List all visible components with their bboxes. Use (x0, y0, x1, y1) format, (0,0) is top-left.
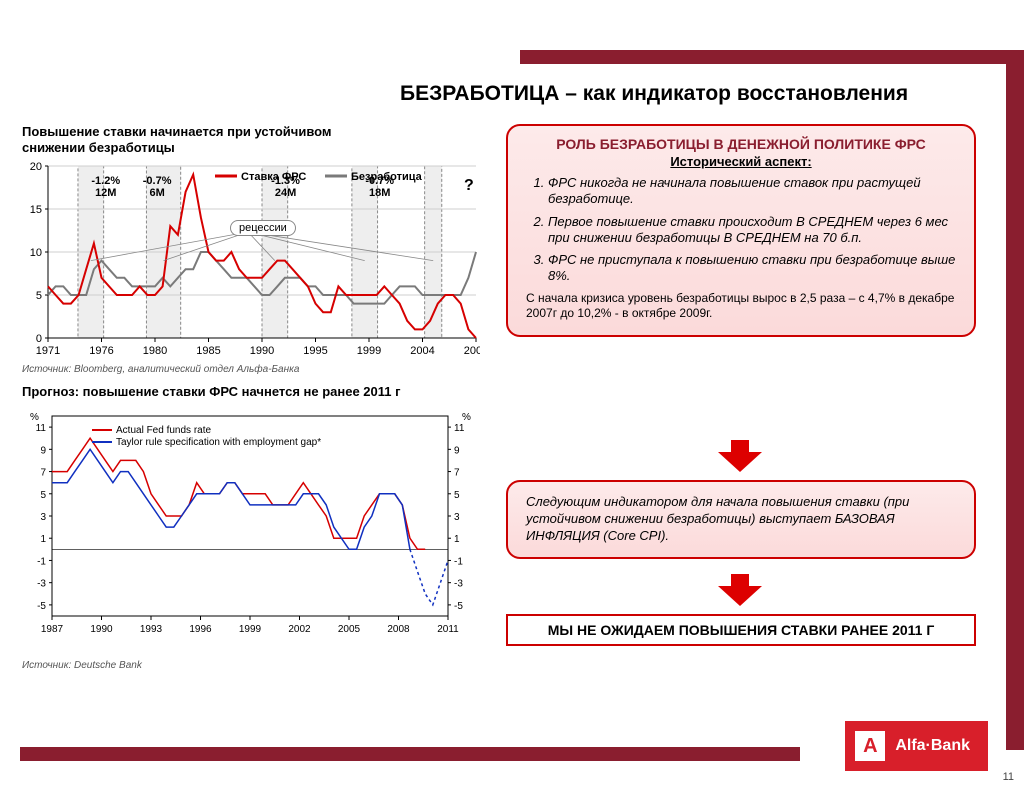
bottom-strip (20, 747, 800, 761)
svg-text:11: 11 (454, 423, 465, 434)
svg-text:12M: 12M (95, 187, 116, 199)
svg-text:5: 5 (454, 490, 460, 501)
box1-item: ФРС не приступала к повышению ставки при… (548, 252, 956, 285)
alfa-bank-logo: A Alfa·Bank (845, 721, 988, 771)
svg-text:-5: -5 (37, 601, 46, 612)
svg-text:20: 20 (30, 161, 42, 173)
svg-text:1976: 1976 (89, 345, 113, 357)
svg-text:1990: 1990 (250, 345, 274, 357)
chart1: 0 5 10 15 20 1971 1976 1980 1985 1990 1995 1999 2004… (20, 160, 480, 360)
chart2: -5-5-3-3-1-111335577991111%%198719901993… (20, 408, 480, 638)
svg-text:1980: 1980 (143, 345, 167, 357)
logo-name: Alfa·Bank (895, 737, 970, 755)
svg-text:1996: 1996 (189, 624, 212, 635)
box1-subtitle: Исторический аспект: (526, 154, 956, 169)
chart2-title: Прогноз: повышение ставки ФРС начнется н… (22, 384, 462, 399)
arrow-down-icon (718, 586, 762, 606)
svg-text:6M: 6M (149, 187, 164, 199)
svg-text:5: 5 (36, 290, 42, 302)
svg-text:?: ? (464, 177, 474, 194)
chart2-source: Источник: Deutsche Bank (22, 660, 142, 671)
box1-list: ФРС никогда не начинала повышение ставок… (526, 175, 956, 285)
box1-title: РОЛЬ БЕЗРАБОТИЦЫ В ДЕНЕЖНОЙ ПОЛИТИКЕ ФРС (526, 136, 956, 152)
svg-text:10: 10 (30, 247, 42, 259)
svg-text:-1.3%: -1.3% (271, 175, 300, 187)
svg-text:11: 11 (36, 423, 47, 434)
svg-text:1993: 1993 (140, 624, 163, 635)
svg-text:-1.2%: -1.2% (91, 175, 120, 187)
box3-text: МЫ НЕ ОЖИДАЕМ ПОВЫШЕНИЯ СТАВКИ РАНЕЕ 201… (548, 622, 935, 638)
svg-text:2009: 2009 (464, 345, 480, 357)
logo-letter: A (855, 731, 885, 761)
svg-text:1990: 1990 (90, 624, 113, 635)
chart1-source: Источник: Bloomberg, аналитический отдел… (22, 364, 299, 375)
svg-text:7: 7 (40, 468, 46, 479)
svg-text:-3: -3 (454, 579, 463, 590)
box-conclusion: МЫ НЕ ОЖИДАЕМ ПОВЫШЕНИЯ СТАВКИ РАНЕЕ 201… (506, 614, 976, 646)
svg-text:2008: 2008 (387, 624, 410, 635)
svg-text:Taylor rule specification with: Taylor rule specification with employmen… (116, 437, 321, 448)
svg-text:%: % (30, 412, 39, 423)
svg-text:3: 3 (454, 512, 460, 523)
arrow-down-icon (718, 452, 762, 472)
box-role: РОЛЬ БЕЗРАБОТИЦЫ В ДЕНЕЖНОЙ ПОЛИТИКЕ ФРС… (506, 124, 976, 337)
svg-text:9: 9 (454, 445, 460, 456)
svg-text:2004: 2004 (410, 345, 434, 357)
svg-text:3: 3 (40, 512, 46, 523)
svg-text:-0.7%: -0.7% (143, 175, 172, 187)
svg-text:1995: 1995 (303, 345, 327, 357)
svg-text:1999: 1999 (357, 345, 381, 357)
box1-item: Первое повышение ставки происходит В СРЕ… (548, 214, 956, 247)
svg-text:1: 1 (454, 534, 460, 545)
svg-text:18M: 18M (369, 187, 390, 199)
svg-text:2002: 2002 (288, 624, 311, 635)
svg-text:15: 15 (30, 204, 42, 216)
svg-text:1971: 1971 (36, 345, 60, 357)
svg-text:-0.7%: -0.7% (365, 175, 394, 187)
box1-footer: С начала кризиса уровень безработицы выр… (526, 291, 956, 321)
svg-text:-1: -1 (37, 556, 46, 567)
svg-text:24M: 24M (275, 187, 296, 199)
svg-text:7: 7 (454, 468, 460, 479)
box2-text: Следующим индикатором для начала повышен… (526, 494, 909, 543)
chart1-title: Повышение ставки начинается при устойчив… (22, 124, 332, 155)
box-indicator: Следующим индикатором для начала повышен… (506, 480, 976, 559)
header-strip (520, 50, 1010, 64)
page-number: 11 (1003, 771, 1014, 783)
svg-text:9: 9 (40, 445, 46, 456)
svg-text:2005: 2005 (338, 624, 361, 635)
svg-text:Actual Fed funds rate: Actual Fed funds rate (116, 425, 211, 436)
recession-label: рецессии (230, 220, 296, 236)
page-title: БЕЗРАБОТИЦА – как индикатор восстановлен… (400, 82, 1000, 106)
svg-text:-1: -1 (454, 556, 463, 567)
svg-text:-3: -3 (37, 579, 46, 590)
svg-text:1987: 1987 (41, 624, 64, 635)
svg-text:5: 5 (40, 490, 46, 501)
svg-text:1985: 1985 (196, 345, 220, 357)
svg-text:2011: 2011 (437, 624, 459, 635)
svg-text:-5: -5 (454, 601, 463, 612)
right-strip (1006, 50, 1024, 750)
svg-text:1: 1 (40, 534, 46, 545)
svg-text:%: % (462, 412, 471, 423)
box1-item: ФРС никогда не начинала повышение ставок… (548, 175, 956, 208)
svg-text:0: 0 (36, 333, 42, 345)
svg-text:1999: 1999 (239, 624, 262, 635)
